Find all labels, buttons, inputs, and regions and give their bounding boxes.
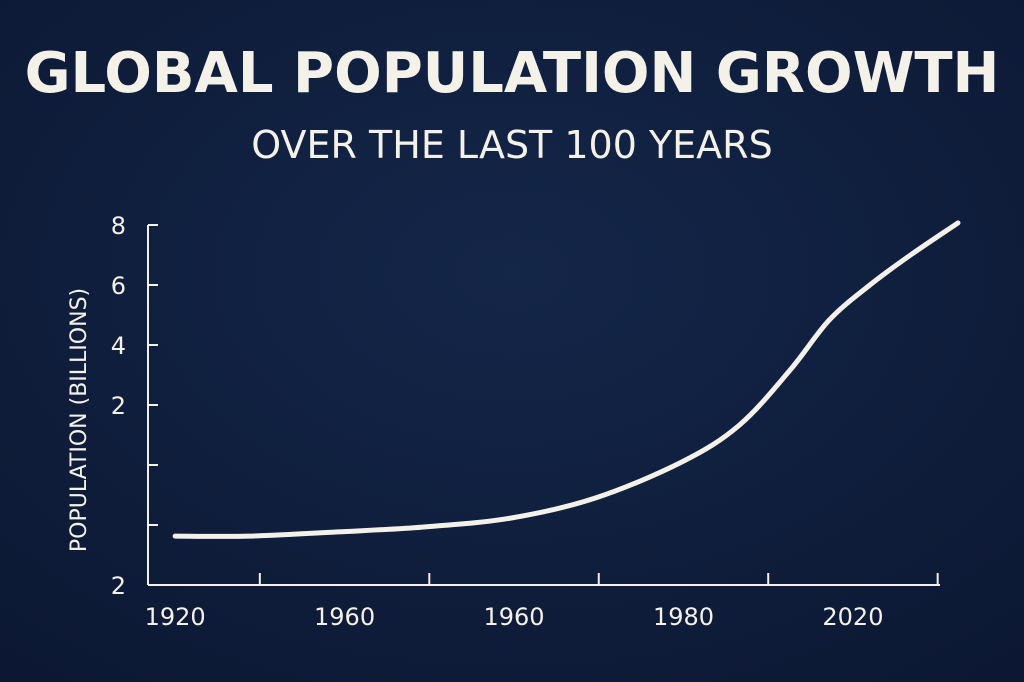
x-tick-label: 1980: [653, 603, 714, 631]
y-tick-label: 6: [111, 272, 126, 300]
data-line: [172, 220, 961, 539]
origin-label: 2: [111, 572, 126, 600]
x-tick-label: 1960: [483, 603, 544, 631]
chart-subtitle: OVER THE LAST 100 YEARS: [251, 123, 772, 167]
x-tick-label: 1960: [314, 603, 375, 631]
y-tick-label: 4: [111, 332, 126, 360]
y-axis-label: POPULATION (BILLIONS): [67, 288, 92, 552]
x-tick-label: 2020: [822, 603, 883, 631]
chart-title: GLOBAL POPULATION GROWTH: [25, 41, 1000, 106]
x-tick-label: 1920: [145, 603, 206, 631]
y-tick-label: 2: [111, 392, 126, 420]
y-tick-label: 8: [111, 212, 126, 240]
